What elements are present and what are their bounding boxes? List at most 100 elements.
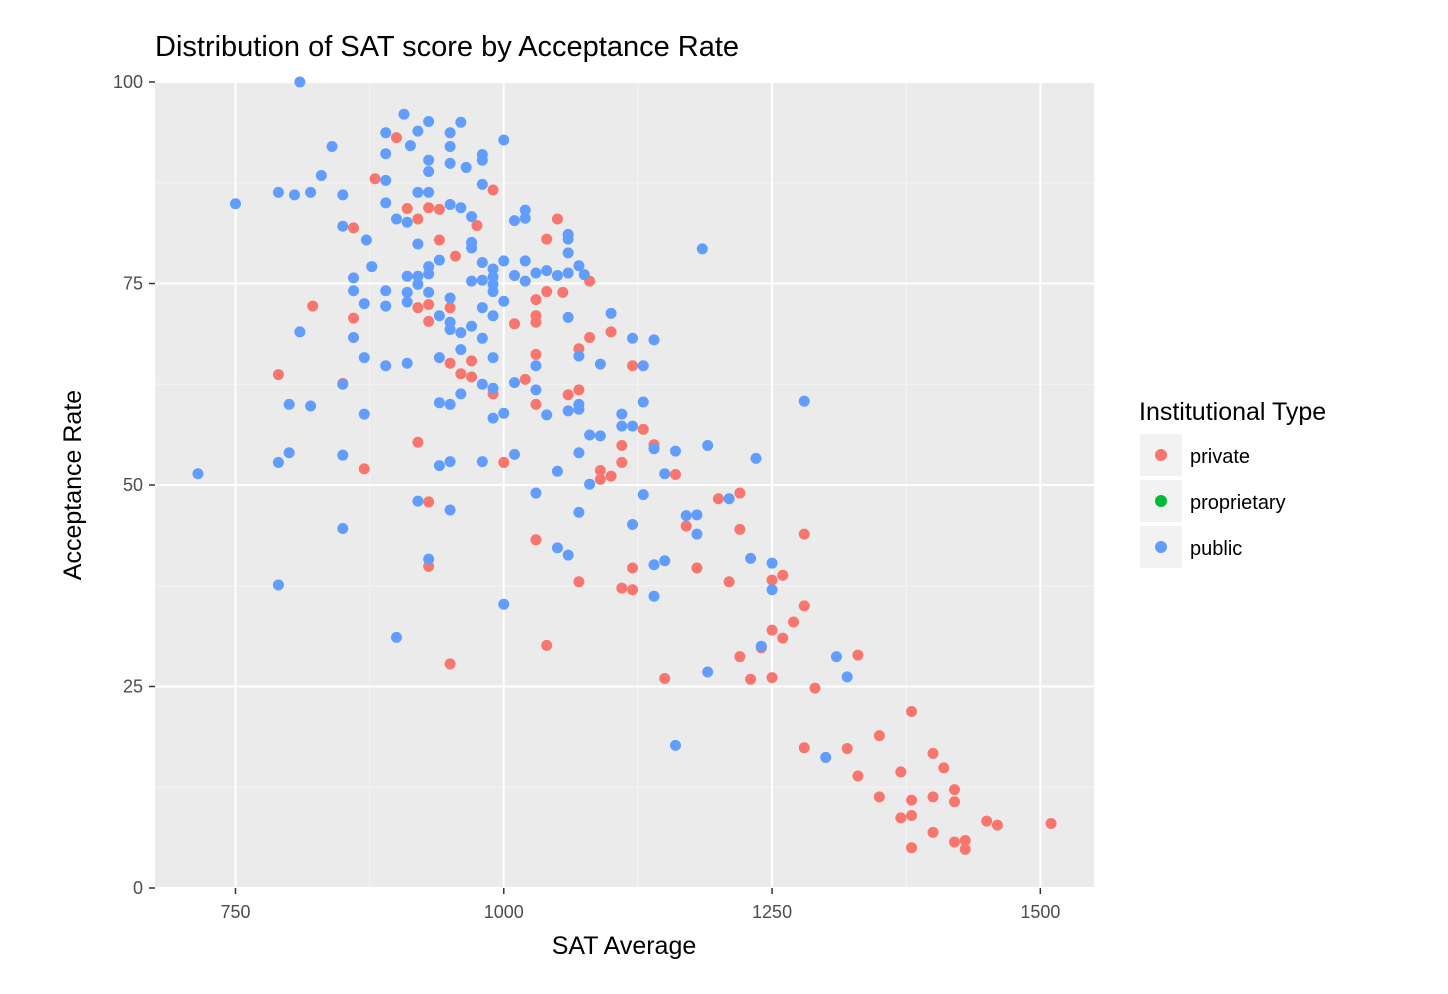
x-axis-title: SAT Average <box>552 932 697 960</box>
point-public <box>444 292 456 304</box>
point-private <box>412 302 424 314</box>
point-public <box>691 528 703 540</box>
point-public <box>562 311 574 323</box>
point-public <box>444 157 456 169</box>
point-public <box>455 344 467 356</box>
x-tick-label: 1500 <box>1020 902 1060 922</box>
point-public <box>476 257 488 269</box>
point-public <box>401 216 413 228</box>
point-private <box>927 747 939 759</box>
axis-ticks <box>149 81 1042 894</box>
point-public <box>412 186 424 198</box>
point-private <box>423 315 435 327</box>
point-public <box>380 197 392 209</box>
point-private <box>541 639 553 651</box>
y-axis-tick-labels: 0 25 50 75 100 <box>113 72 143 898</box>
point-public <box>798 395 810 407</box>
point-private <box>723 576 735 588</box>
y-tick-label: 0 <box>133 878 143 898</box>
point-public <box>562 549 574 561</box>
point-public <box>444 398 456 410</box>
point-public <box>380 300 392 312</box>
point-public <box>433 254 445 266</box>
point-public <box>412 125 424 137</box>
point-public <box>680 510 692 522</box>
point-public <box>455 327 467 339</box>
point-private <box>798 600 810 612</box>
point-private <box>412 213 424 225</box>
point-private <box>959 834 971 846</box>
point-public <box>412 278 424 290</box>
point-public <box>390 631 402 643</box>
point-private <box>798 528 810 540</box>
point-private <box>766 574 778 586</box>
point-public <box>444 127 456 139</box>
point-private <box>852 770 864 782</box>
legend-key-public <box>1155 541 1167 553</box>
point-public <box>398 108 410 120</box>
point-public <box>390 213 402 225</box>
point-public <box>616 420 628 432</box>
point-private <box>906 794 918 806</box>
point-private <box>616 440 628 452</box>
point-private <box>1045 818 1057 830</box>
point-public <box>423 115 435 127</box>
point-public <box>305 400 317 412</box>
point-private <box>449 250 461 262</box>
point-public <box>541 409 553 421</box>
point-public <box>433 397 445 409</box>
point-private <box>766 672 778 684</box>
point-private <box>895 812 907 824</box>
point-private <box>455 368 467 380</box>
point-private <box>809 682 821 694</box>
point-public <box>401 286 413 298</box>
point-public <box>348 332 360 344</box>
point-private <box>627 584 639 596</box>
point-private <box>444 658 456 670</box>
point-private <box>498 456 510 468</box>
point-private <box>423 298 435 310</box>
point-private <box>466 355 478 367</box>
point-public <box>696 243 708 255</box>
point-public <box>573 403 585 415</box>
point-public <box>433 460 445 472</box>
point-public <box>337 378 349 390</box>
point-public <box>476 456 488 468</box>
point-private <box>401 203 413 215</box>
point-private <box>605 326 617 338</box>
legend: Institutional Type private proprietary p… <box>1139 398 1326 568</box>
y-tick-label: 50 <box>123 475 143 495</box>
point-private <box>423 496 435 508</box>
point-private <box>927 791 939 803</box>
point-private <box>788 616 800 628</box>
point-public <box>455 388 467 400</box>
point-private <box>573 576 585 588</box>
point-public <box>348 272 360 284</box>
point-private <box>616 456 628 468</box>
point-public <box>294 76 306 88</box>
point-public <box>669 445 681 457</box>
point-public <box>766 584 778 596</box>
point-private <box>927 826 939 838</box>
point-private <box>509 318 521 330</box>
point-private <box>487 184 499 196</box>
point-public <box>648 590 660 602</box>
point-public <box>476 332 488 344</box>
point-public <box>326 140 338 152</box>
point-public <box>594 430 606 442</box>
point-public <box>509 377 521 389</box>
point-private <box>466 371 478 383</box>
point-private <box>734 651 746 663</box>
point-public <box>573 506 585 518</box>
legend-entry-proprietary: proprietary <box>1140 480 1286 522</box>
legend-label-proprietary: proprietary <box>1190 492 1286 514</box>
point-public <box>605 307 617 319</box>
point-private <box>584 332 596 344</box>
point-public <box>272 186 284 198</box>
point-public <box>562 247 574 259</box>
point-private <box>777 569 789 581</box>
point-public <box>530 384 542 396</box>
legend-label-private: private <box>1190 446 1250 468</box>
point-private <box>841 743 853 755</box>
legend-entry-public: public <box>1140 526 1242 568</box>
